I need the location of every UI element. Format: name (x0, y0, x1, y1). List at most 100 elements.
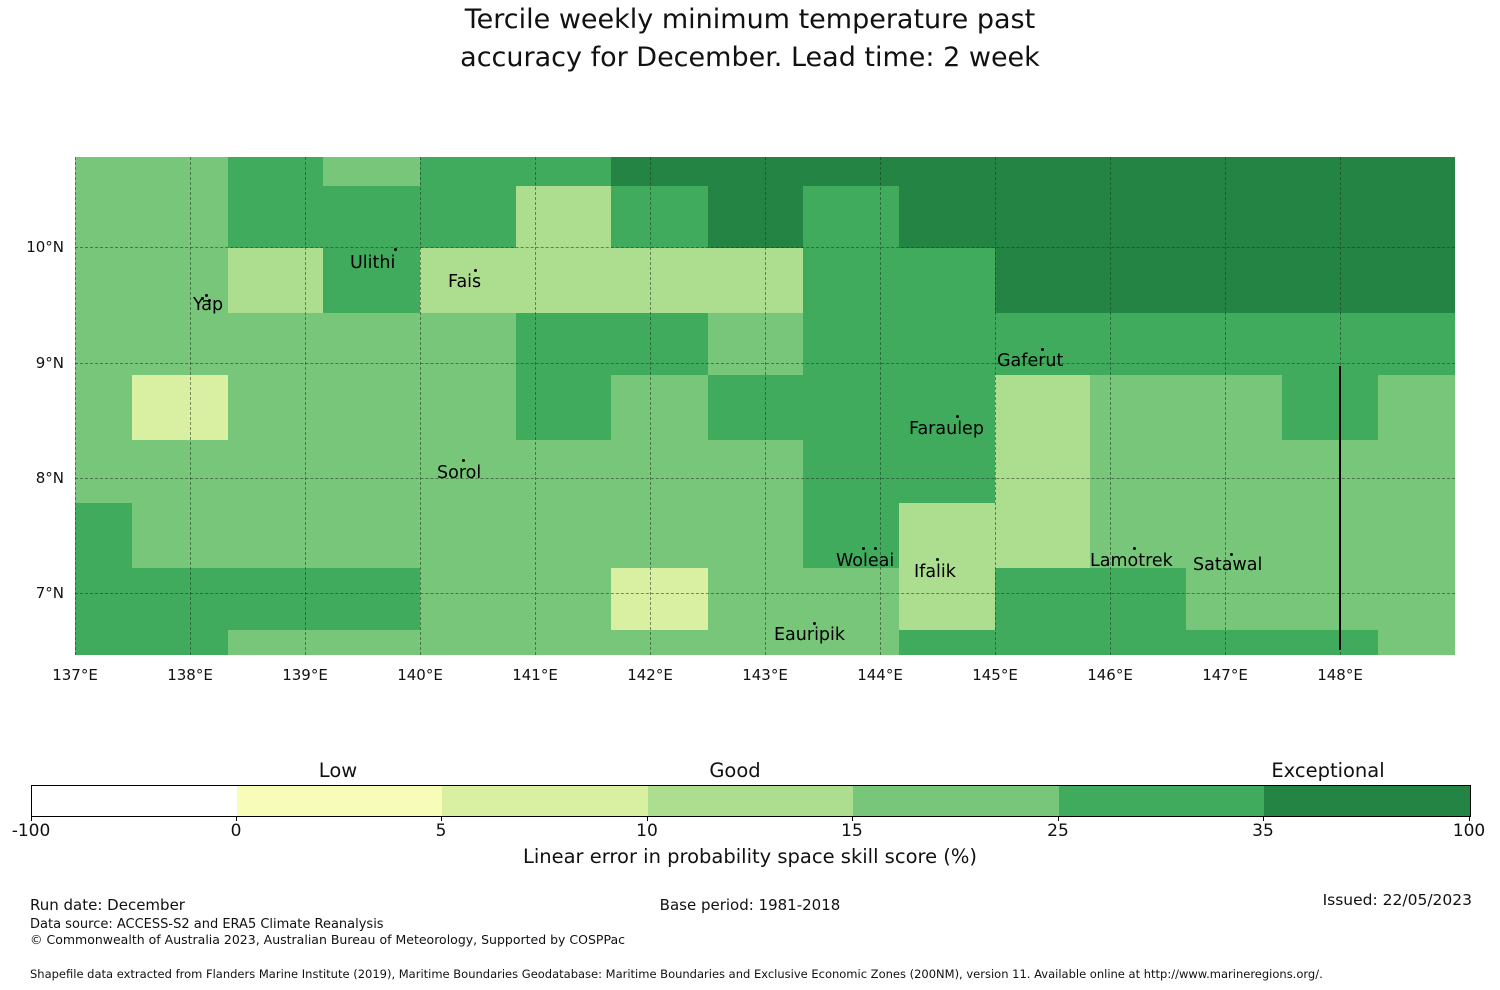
longitude-gridline (420, 157, 421, 655)
map-cell (516, 630, 611, 655)
map-cell (228, 503, 323, 568)
map-cell (708, 375, 803, 440)
map-cell (1378, 503, 1455, 568)
map-cell (1090, 186, 1186, 248)
island-label-gaferut: Gaferut (997, 351, 1064, 371)
island-label-faraulep: Faraulep (909, 419, 984, 439)
map-cell (228, 630, 323, 655)
longitude-gridline (1110, 157, 1111, 655)
map-cell (75, 440, 132, 503)
map-cell (1378, 375, 1455, 440)
map-cell (75, 186, 132, 248)
y-tick-label: 9°N (35, 354, 64, 372)
colorbar-segment (1264, 786, 1470, 816)
map-cell (803, 440, 899, 503)
map-cell (323, 503, 420, 568)
map-cell (708, 157, 803, 186)
data-source-text: Data source: ACCESS-S2 and ERA5 Climate … (30, 917, 384, 932)
map-cell (228, 568, 323, 630)
map-cell (803, 248, 899, 313)
map-cell (132, 630, 228, 655)
map-cell (1090, 375, 1186, 440)
map-cell (708, 186, 803, 248)
island-label-eauripik: Eauripik (774, 625, 846, 645)
x-tick-label: 138°E (167, 666, 213, 684)
map-cell (995, 157, 1090, 186)
map-cell (1090, 313, 1186, 375)
map-cell (1186, 503, 1282, 568)
map-cell (899, 630, 995, 655)
map-cell (1186, 313, 1282, 375)
island-marker-fais (474, 269, 477, 272)
map-cell (420, 630, 516, 655)
x-tick-label: 137°E (52, 666, 98, 684)
map-cell (803, 157, 899, 186)
colorbar-tick-mark (1058, 816, 1059, 821)
map-cell (611, 375, 708, 440)
map-cell (1282, 157, 1378, 186)
map-cell (75, 248, 132, 313)
map-cell (1282, 313, 1378, 375)
map-cell (899, 186, 995, 248)
island-marker-yap (205, 294, 208, 297)
colorbar-tick-value: 15 (841, 821, 863, 841)
colorbar-tick-mark (1263, 816, 1264, 821)
colorbar-tick-mark (1469, 816, 1470, 821)
x-tick-label: 148°E (1317, 666, 1363, 684)
colorbar-segment (1059, 786, 1264, 816)
map-cell (1378, 313, 1455, 375)
colorbar-tick-value: 35 (1252, 821, 1274, 841)
island-marker-ifalik (936, 558, 939, 561)
island-label-woleai: Woleai (836, 551, 895, 571)
latitude-gridline (75, 247, 1455, 248)
longitude-gridline (995, 157, 996, 655)
island-label-fais: Fais (448, 272, 482, 292)
map-cell (420, 157, 516, 186)
map-cell (611, 503, 708, 568)
island-marker-eauripik (813, 622, 816, 625)
colorbar-segment (442, 786, 648, 816)
colorbar-tick-mark (236, 816, 237, 821)
x-tick-label: 141°E (512, 666, 558, 684)
map-cell (803, 568, 899, 630)
map-cell (899, 440, 995, 503)
island-label-lamotrek: Lamotrek (1090, 551, 1173, 571)
map-cell (323, 568, 420, 630)
map-cell (132, 157, 228, 186)
map-cell (611, 313, 708, 375)
map-cell (708, 440, 803, 503)
x-tick-label: 143°E (742, 666, 788, 684)
longitude-gridline (190, 157, 191, 655)
x-tick-label: 142°E (627, 666, 673, 684)
chart-title-line1: Tercile weekly minimum temperature past (464, 4, 1036, 35)
map-cell (420, 375, 516, 440)
map-cell (1378, 630, 1455, 655)
map-cell (995, 186, 1090, 248)
colorbar-tick-value: -100 (11, 821, 51, 841)
map-cell (516, 186, 611, 248)
island-marker-yap (201, 297, 204, 300)
map-cell (1186, 440, 1282, 503)
map-cell (611, 248, 708, 313)
map-cell (1282, 568, 1378, 630)
map-cell (1378, 186, 1455, 248)
colorbar-tick-mark (647, 816, 648, 821)
map-cell (803, 186, 899, 248)
map-cell (516, 313, 611, 375)
map-cell (1282, 503, 1378, 568)
run-date-text: Run date: December (30, 896, 185, 914)
map-cell (323, 375, 420, 440)
map-cell (1090, 157, 1186, 186)
map-cell (75, 313, 132, 375)
copyright-text: © Commonwealth of Australia 2023, Austra… (30, 932, 625, 947)
map-cell (1090, 503, 1186, 568)
latitude-gridline (75, 593, 1455, 594)
island-label-yap: Yap (193, 295, 224, 315)
map-cell (1282, 630, 1378, 655)
map-cell (899, 568, 995, 630)
colorbar-segment (853, 786, 1059, 816)
map-cell (899, 157, 995, 186)
map-cell (1090, 568, 1186, 630)
map-cell (228, 440, 323, 503)
map-cell (132, 440, 228, 503)
